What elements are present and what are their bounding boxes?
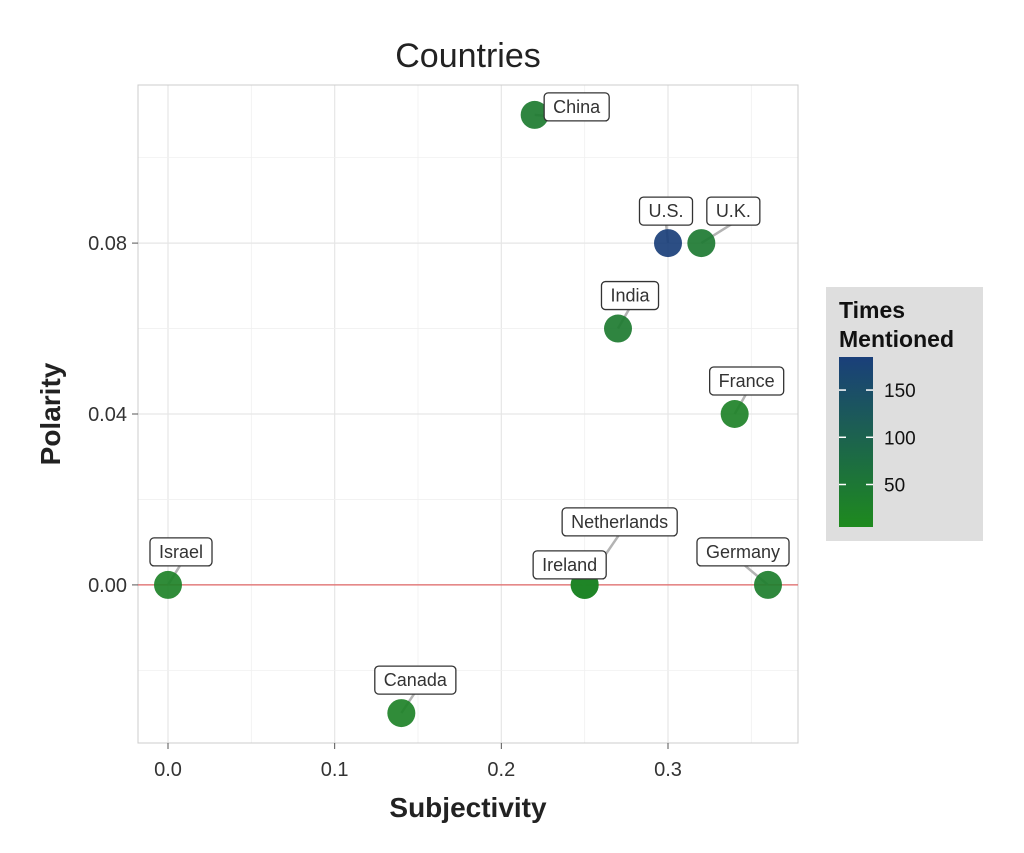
- point-label-box: [600, 280, 660, 311]
- point-label-text: China: [553, 97, 601, 117]
- data-point: [687, 229, 716, 258]
- point-label-text: Israel: [159, 542, 203, 562]
- legend-title-line2: Mentioned: [839, 326, 954, 352]
- data-point: [387, 699, 416, 728]
- point-label-box: [709, 366, 785, 396]
- point-label-box: [543, 92, 610, 122]
- data-point: [520, 100, 549, 129]
- point-label: Netherlands: [561, 507, 678, 537]
- color-legend: Times Mentioned 50 100 150: [826, 287, 983, 541]
- grid: [138, 85, 798, 743]
- point-label: France: [709, 366, 785, 396]
- point-label: Germany: [696, 537, 790, 567]
- x-axis-label: Subjectivity: [389, 792, 547, 823]
- data-point: [154, 570, 182, 599]
- x-tick-label: 0.3: [654, 759, 682, 781]
- x-tick-label: 0.2: [487, 759, 515, 781]
- point-labels: China U.S. U.K. India France Israel Netherland…: [149, 92, 790, 695]
- point-label-text: Netherlands: [571, 512, 668, 532]
- point-label-text: Canada: [384, 670, 448, 690]
- point-label: Ireland: [532, 550, 607, 580]
- x-axis-ticks: 0.0 0.1 0.2 0.3: [154, 743, 682, 781]
- y-tick-label: 0.08: [88, 233, 127, 255]
- point-label-box: [374, 665, 457, 695]
- data-point: [654, 229, 682, 258]
- legend-title-line1: Times: [839, 297, 905, 323]
- y-tick-label: 0.04: [88, 404, 127, 426]
- point-label-box: [696, 537, 790, 567]
- y-tick-label: 0.00: [88, 575, 127, 597]
- y-axis-label: Polarity: [35, 362, 66, 465]
- legend-tick-label: 150: [884, 381, 916, 402]
- point-label-box: [532, 550, 607, 580]
- chart-title: Countries: [395, 37, 541, 75]
- legend-ticks: 50 100 150: [839, 381, 916, 497]
- legend-tick-label: 50: [884, 476, 905, 497]
- point-label: Canada: [374, 665, 457, 695]
- point-label: China: [543, 92, 610, 122]
- point-label-text: India: [610, 286, 650, 306]
- point-label: India: [600, 280, 660, 311]
- point-label: U.K.: [706, 196, 761, 226]
- point-label-text: Ireland: [542, 555, 597, 575]
- x-tick-label: 0.0: [154, 759, 182, 781]
- point-label: Israel: [149, 537, 213, 567]
- point-label-text: Germany: [706, 542, 780, 562]
- point-label: U.S.: [638, 196, 694, 226]
- point-label-box: [561, 507, 678, 537]
- point-label-box: [706, 196, 761, 226]
- data-point: [604, 314, 632, 343]
- legend-colorbar: [839, 357, 873, 527]
- point-label-box: [149, 537, 213, 567]
- data-point: [720, 400, 749, 428]
- point-label-box: [638, 196, 694, 226]
- point-label-text: U.S.: [648, 201, 683, 221]
- y-axis-ticks: 0.00 0.04 0.08: [88, 233, 138, 597]
- data-point: [754, 570, 782, 599]
- point-label-text: France: [719, 371, 775, 391]
- point-label-text: U.K.: [716, 201, 751, 221]
- legend-tick-label: 100: [884, 428, 916, 449]
- x-tick-label: 0.1: [321, 759, 349, 781]
